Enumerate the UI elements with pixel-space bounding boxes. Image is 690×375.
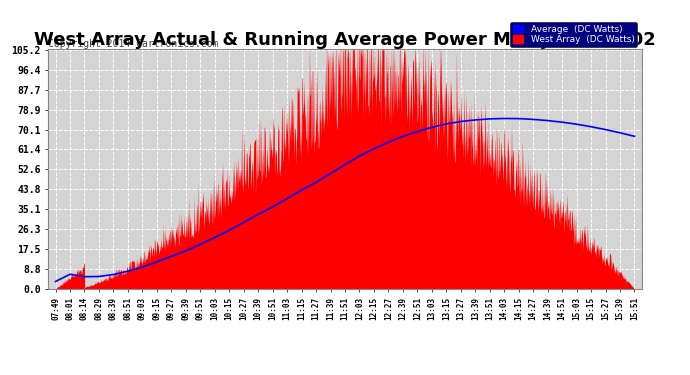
Legend: Average  (DC Watts), West Array  (DC Watts): Average (DC Watts), West Array (DC Watts… bbox=[510, 22, 637, 47]
Title: West Array Actual & Running Average Power Mon Jan 6 16:02: West Array Actual & Running Average Powe… bbox=[34, 31, 656, 49]
Text: Copyright 2014 Cartronics.com: Copyright 2014 Cartronics.com bbox=[48, 39, 219, 49]
